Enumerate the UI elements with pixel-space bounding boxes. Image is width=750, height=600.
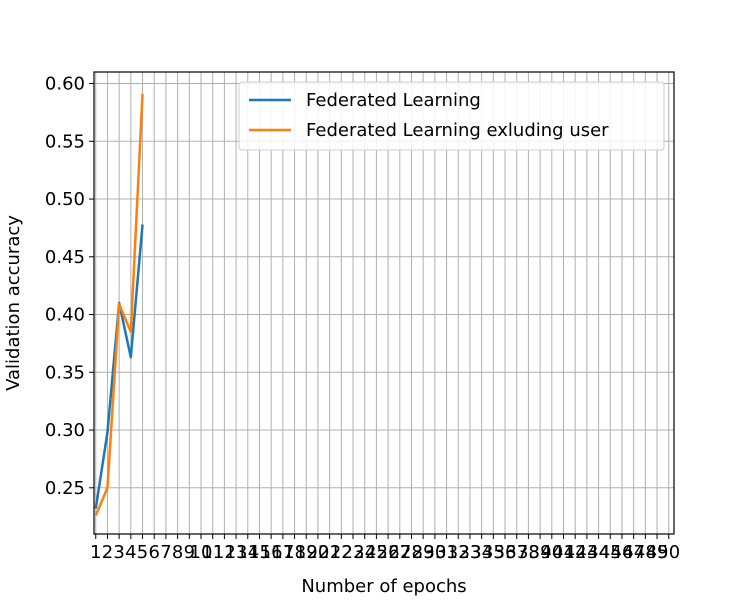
x-tick-label: 11 — [201, 542, 224, 563]
x-tick-label: 36 — [494, 542, 517, 563]
y-tick-label: 0.50 — [45, 189, 85, 210]
x-axis-ticks: 1 2 3 4 5 6 7 8 91011121314151617181920212223242… — [90, 534, 680, 563]
y-tick-label: 0.40 — [45, 305, 85, 326]
x-tick-label: 31 — [435, 542, 458, 563]
x-tick-label: 33 — [458, 542, 481, 563]
x-tick-label: 16 — [260, 542, 283, 563]
grid — [94, 72, 674, 534]
x-tick-label: 8 — [172, 542, 183, 563]
x-tick-label: 34 — [470, 542, 493, 563]
x-tick-label: 2 — [102, 542, 113, 563]
y-tick-label: 0.35 — [45, 362, 85, 383]
plot-frame — [93, 71, 675, 535]
x-tick-label: 29 — [412, 542, 435, 563]
series-lines — [94, 93, 144, 517]
x-tick-label: 7 — [160, 542, 171, 563]
legend-box — [238, 81, 665, 151]
x-tick-label: 17 — [271, 542, 294, 563]
y-tick-label: 0.45 — [45, 247, 85, 268]
x-tick-label: 39 — [529, 542, 552, 563]
x-tick-label: 41 — [552, 542, 575, 563]
y-tick-label: 0.55 — [45, 131, 85, 152]
x-tick-label: 10 — [190, 542, 213, 563]
x-tick-label: 45 — [599, 542, 622, 563]
x-tick-label: 1 — [90, 542, 101, 563]
x-tick-label: 22 — [330, 542, 353, 563]
x-tick-label: 47 — [622, 542, 645, 563]
x-tick-label: 42 — [564, 542, 587, 563]
legend-label-federated-learning-exluding-user: Federated Learning exluding user — [306, 120, 609, 141]
legend-label-federated-learning: Federated Learning — [306, 90, 481, 111]
x-tick-label: 27 — [388, 542, 411, 563]
x-tick-label: 4 — [125, 542, 136, 563]
x-tick-label: 12 — [213, 542, 236, 563]
x-tick-label: 26 — [377, 542, 400, 563]
x-axis-label: Number of epochs — [301, 576, 466, 597]
x-tick-label: 48 — [634, 542, 657, 563]
x-tick-label: 23 — [342, 542, 365, 563]
x-tick-label: 3 — [113, 542, 124, 563]
y-axis-ticks: 0.25 0.30 0.35 0.40 0.45 0.50 0.55 0.60 — [45, 74, 94, 499]
x-tick-label: 46 — [611, 542, 634, 563]
x-tick-label: 14 — [236, 542, 259, 563]
y-axis-label: Validation accuracy — [3, 215, 24, 391]
x-tick-label: 18 — [283, 542, 306, 563]
series-line-federated-learning-exluding-user — [94, 93, 144, 517]
x-tick-label: 50 — [657, 542, 680, 563]
x-tick-label: 49 — [646, 542, 669, 563]
x-tick-label: 19 — [295, 542, 318, 563]
y-tick-label: 0.30 — [45, 420, 85, 441]
x-tick-label: 38 — [517, 542, 540, 563]
x-tick-label: 37 — [505, 542, 528, 563]
x-tick-label: 6 — [148, 542, 159, 563]
x-tick-label: 32 — [447, 542, 470, 563]
x-tick-label: 5 — [137, 542, 148, 563]
x-tick-label: 21 — [318, 542, 341, 563]
legend: Federated Learning Federated Learning ex… — [238, 81, 665, 151]
x-tick-label: 35 — [482, 542, 505, 563]
x-tick-label: 24 — [353, 542, 376, 563]
x-tick-label: 43 — [575, 542, 598, 563]
x-tick-label: 40 — [540, 542, 563, 563]
x-tick-label: 15 — [248, 542, 271, 563]
x-tick-label: 13 — [225, 542, 248, 563]
y-tick-label: 0.25 — [45, 478, 85, 499]
x-tick-label: 30 — [423, 542, 446, 563]
x-tick-label: 25 — [365, 542, 388, 563]
x-tick-label: 9 — [184, 542, 195, 563]
x-tick-label: 28 — [400, 542, 423, 563]
x-tick-label: 44 — [587, 542, 610, 563]
x-tick-label: 20 — [306, 542, 329, 563]
y-tick-label: 0.60 — [45, 74, 85, 95]
